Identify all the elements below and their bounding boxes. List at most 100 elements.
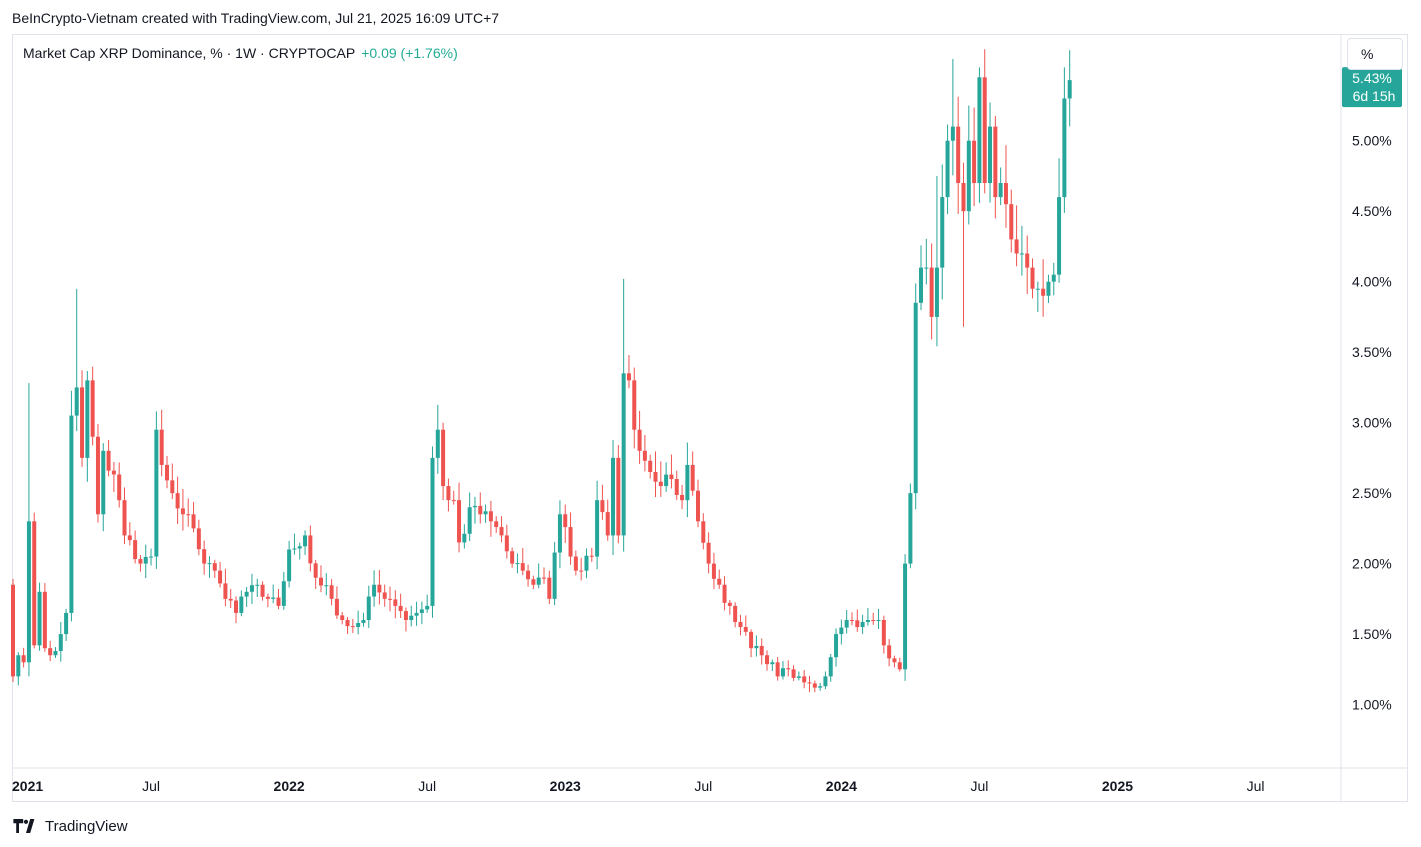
candle <box>80 370 85 467</box>
candle <box>414 601 419 626</box>
candle-body <box>159 429 164 465</box>
candle-body <box>807 682 812 684</box>
candle-body <box>127 535 132 541</box>
candle <box>1030 258 1035 299</box>
candle <box>988 102 993 203</box>
candle-body <box>621 373 626 536</box>
candle <box>127 522 132 546</box>
candle-body <box>281 581 286 606</box>
price-tick-label: 1.50% <box>1352 626 1392 642</box>
candle-body <box>361 619 366 623</box>
candle-body <box>366 596 371 620</box>
candle <box>844 610 849 634</box>
candle-body <box>695 490 700 522</box>
candle-body <box>149 556 154 558</box>
candle <box>32 512 37 649</box>
candle-body <box>988 126 993 184</box>
candle <box>929 243 934 340</box>
candle-body <box>950 126 955 141</box>
candle <box>680 485 685 510</box>
price-tick-label: 3.00% <box>1352 415 1392 431</box>
candle-body <box>860 621 865 628</box>
candle-body <box>143 556 148 564</box>
candle <box>616 445 621 544</box>
candle-body <box>260 584 265 597</box>
candle <box>876 608 881 629</box>
candle-body <box>536 577 541 585</box>
candle-body <box>711 563 716 579</box>
candle <box>409 605 414 627</box>
candle <box>101 443 106 532</box>
candle <box>42 583 47 652</box>
candle <box>377 569 382 605</box>
candle-body <box>117 474 122 501</box>
candle <box>924 238 929 285</box>
candle <box>934 175 939 347</box>
candle-body <box>419 609 424 613</box>
candle <box>738 614 743 636</box>
candle <box>770 659 775 671</box>
candle-body <box>64 612 69 635</box>
candle-body <box>834 634 839 658</box>
candle-body <box>897 662 902 670</box>
candle-body <box>998 183 1003 198</box>
candle-body <box>557 514 562 553</box>
candle <box>425 594 430 613</box>
candle-body <box>903 563 908 670</box>
candle <box>956 96 961 214</box>
price-tick-label: 1.00% <box>1352 697 1392 713</box>
candle-body <box>372 584 377 597</box>
candle-body <box>1067 80 1072 99</box>
candle-body <box>605 512 610 536</box>
candle-body <box>956 126 961 184</box>
candle <box>244 586 249 607</box>
candle-body <box>287 549 292 582</box>
candle-body <box>892 658 897 663</box>
candle <box>260 581 265 601</box>
tradingview-logo[interactable]: TradingView <box>13 814 128 838</box>
candle <box>11 578 15 683</box>
candle <box>849 612 854 626</box>
percent-scale-button[interactable]: % <box>1347 38 1403 70</box>
candle-body <box>37 591 42 646</box>
candle-body <box>212 563 217 571</box>
candle <box>441 422 446 501</box>
time-tick-label: 2024 <box>826 778 857 794</box>
candle <box>913 283 918 510</box>
candle-body <box>626 373 631 381</box>
candle <box>940 164 945 300</box>
candle <box>159 409 164 477</box>
candle-body <box>526 570 531 580</box>
candle <box>106 440 111 477</box>
candle-body <box>334 598 339 616</box>
candle-body <box>786 668 791 670</box>
candle-body <box>133 540 138 560</box>
candle <box>600 484 605 520</box>
time-tick-label: Jul <box>142 778 160 794</box>
candle <box>334 586 339 619</box>
candle <box>839 619 844 645</box>
candle <box>488 500 493 537</box>
candle-body <box>48 648 53 656</box>
candle <box>531 575 536 590</box>
candle-body <box>600 500 605 513</box>
candle-body <box>706 542 711 564</box>
candle-body <box>90 380 95 437</box>
candle-body <box>929 267 934 317</box>
candle <box>340 611 345 625</box>
candle-body <box>680 494 685 501</box>
candle-body <box>1009 204 1014 240</box>
candle <box>361 612 366 627</box>
candle-body <box>844 619 849 628</box>
candle <box>207 556 212 578</box>
candle <box>430 446 435 618</box>
candle-body <box>727 602 732 606</box>
candle <box>90 366 95 446</box>
price-change: +0.09 (+1.76%) <box>361 45 458 61</box>
candle-body <box>791 669 796 678</box>
candle-body <box>849 619 854 621</box>
time-tick-label: Jul <box>694 778 712 794</box>
candle-body <box>388 598 393 600</box>
candle-body <box>589 555 594 557</box>
